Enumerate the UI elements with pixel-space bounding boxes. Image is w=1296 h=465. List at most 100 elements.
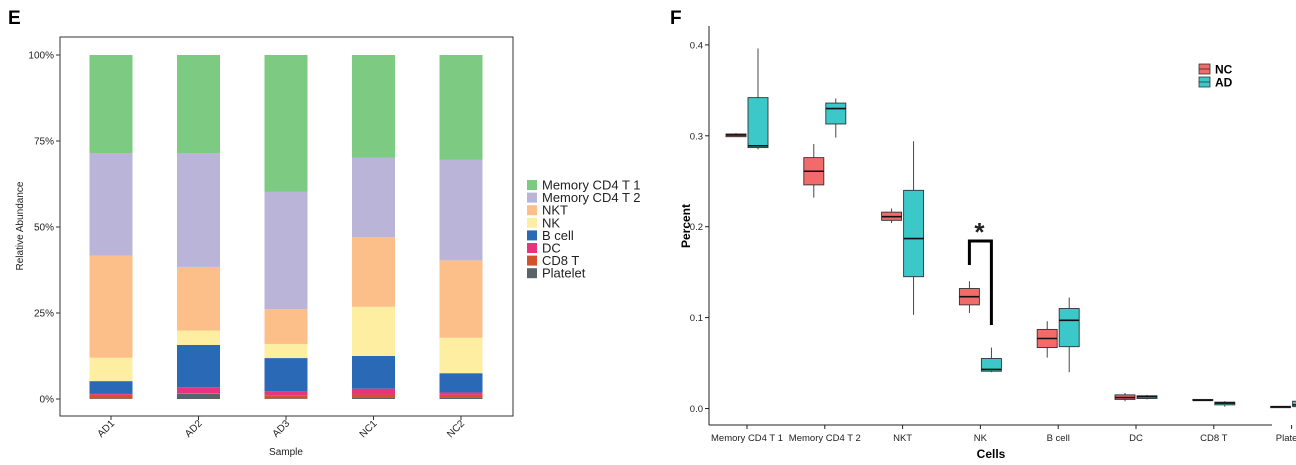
e-bar-dc-ad1 [89, 393, 133, 395]
e-x-tick-label: NC1 [358, 418, 380, 440]
e-bar-platelet-ad2 [177, 393, 220, 399]
f-box-nc-nk [958, 281, 980, 314]
e-x-axis-title: Sample [269, 447, 303, 458]
e-y-tick-label: 0% [40, 395, 55, 406]
f-box-nc-cd8-t [1192, 398, 1214, 402]
e-bar-nkt-nc2 [439, 260, 483, 338]
e-bar-platelet-nc2 [439, 397, 483, 399]
e-bar-memory-cd4-t-1-ad3 [264, 55, 308, 192]
f-y-tick-label: 0.4 [690, 40, 703, 51]
e-bar-nk-ad2 [177, 330, 220, 345]
e-bar-nkt-ad3 [264, 309, 308, 344]
e-y-tick-label: 100% [28, 51, 54, 62]
f-boxes [725, 48, 1296, 409]
e-bar-memory-cd4-t-1-nc2 [439, 55, 483, 160]
f-box-body [1292, 400, 1296, 408]
e-x-tick-label: AD2 [183, 418, 205, 440]
e-bar-memory-cd4-t-2-nc1 [352, 157, 395, 238]
e-bar-nkt-ad2 [177, 266, 220, 331]
e-legend-swatch-nk [527, 217, 537, 228]
e-legend-label-platelet: Platelet [542, 266, 586, 281]
f-y-tick-label: 0.1 [690, 313, 703, 324]
f-box-nc-dc [1114, 393, 1136, 402]
e-bar-nk-nc2 [439, 337, 483, 374]
e-bar-memory-cd4-t-2-ad3 [264, 191, 308, 310]
f-box-nc-memory-cd4-t-2 [803, 143, 825, 198]
f-y-tick-label: 0.2 [690, 222, 703, 233]
f-x-axis-title: Cells [977, 447, 1006, 461]
f-x-tick-label: CD8 T [1200, 433, 1227, 444]
f-box-nc-memory-cd4-t-1 [725, 133, 747, 138]
e-bar-memory-cd4-t-2-ad2 [177, 153, 220, 267]
f-box-body [1058, 308, 1080, 348]
e-bar-nk-ad1 [89, 357, 133, 382]
panel-e-stacked-bar-chart: 0% 25% 50% 75% 100% AD1 AD2 AD3 NC1 NC2 Sample R… [15, 36, 641, 458]
e-y-tick-label: 75% [34, 137, 54, 148]
f-box-ad-nkt [903, 141, 925, 315]
f-box-ad-cd8-t [1214, 401, 1236, 407]
panel-e-label: E [8, 8, 21, 29]
f-x-tick-label: Memory CD4 T 1 [711, 433, 783, 444]
e-bar-platelet-ad1 [89, 398, 133, 399]
f-y-tick-label: 0.3 [690, 131, 703, 142]
e-legend-swatch-memory-cd4-t-1 [527, 180, 537, 190]
e-bar-memory-cd4-t-1-ad1 [89, 55, 133, 154]
f-box-body [980, 358, 1002, 372]
e-legend-label-nkt: NKT [542, 203, 568, 218]
e-legend-label-memory-cd4-t-1: Memory CD4 T 1 [542, 178, 641, 193]
e-y-tick-label: 50% [34, 223, 54, 234]
f-x-tick-label: NK [974, 433, 988, 444]
e-y-axis: 0% 25% 50% 75% 100% [28, 51, 60, 406]
f-x-tick-label: DC [1129, 433, 1143, 444]
f-significance-annotation: * [967, 217, 993, 325]
f-box-body [747, 97, 769, 149]
f-significance-star: * [974, 217, 985, 247]
f-x-tick-label: B cell [1047, 433, 1070, 444]
f-y-tick-label: 0.0 [690, 404, 703, 415]
e-bar-dc-nc2 [439, 392, 483, 395]
e-x-tick-label: NC2 [445, 418, 467, 440]
e-bar-cd8-t-ad1 [89, 394, 133, 399]
e-bar-b-cell-nc2 [439, 373, 483, 393]
e-x-tick-label: AD1 [96, 418, 118, 440]
e-bar-memory-cd4-t-1-ad2 [177, 55, 220, 154]
f-x-axis: Memory CD4 T 1 Memory CD4 T 2 NKT NK B cell D… [711, 425, 1296, 444]
f-x-tick-label: Platelet [1276, 433, 1296, 444]
e-bar-b-cell-nc1 [352, 356, 395, 389]
e-bar-dc-ad3 [264, 391, 308, 396]
e-legend-swatch-platelet [527, 268, 537, 279]
e-bar-platelet-ad3 [264, 398, 308, 399]
e-bar-cd8-t-ad3 [264, 395, 308, 399]
e-legend-label-cd8-t: CD8 T [542, 253, 579, 268]
e-bar-memory-cd4-t-2-ad1 [89, 153, 133, 256]
e-bar-platelet-nc1 [352, 397, 395, 399]
f-y-axis: 0.0 0.1 0.2 0.3 0.4 [690, 40, 709, 415]
f-box-nc-platelet [1270, 405, 1292, 409]
f-y-axis-title: Percent [679, 204, 693, 248]
e-bar-dc-ad2 [177, 387, 220, 394]
e-bar-cd8-t-nc2 [439, 394, 483, 398]
e-x-axis: AD1 AD2 AD3 NC1 NC2 [96, 416, 467, 440]
e-legend-swatch-b-cell [527, 230, 537, 241]
e-x-tick-label: AD3 [271, 418, 293, 440]
e-y-axis-title: Relative Abundance [15, 181, 26, 270]
f-x-tick-label: Memory CD4 T 2 [789, 433, 861, 444]
e-y-tick-label: 25% [34, 309, 54, 320]
e-bar-nkt-nc1 [352, 237, 395, 307]
panel-f-boxplot-chart: 0.00.10.20.30.4 Memory CD4 T 1 Memory CD4… [679, 26, 1296, 461]
e-legend-label-memory-cd4-t-2: Memory CD4 T 2 [542, 190, 641, 205]
e-bar-nk-nc1 [352, 306, 395, 356]
e-legend-swatch-memory-cd4-t-2 [527, 192, 537, 203]
e-bar-nkt-ad1 [89, 255, 133, 358]
f-box-ad-nk [980, 347, 1002, 373]
f-box-ad-dc [1136, 394, 1158, 400]
f-x-tick-label: NKT [893, 433, 912, 444]
f-box-ad-memory-cd4-t-2 [825, 98, 847, 138]
e-bar-cd8-t-nc1 [352, 394, 395, 398]
panel-f-label: F [670, 8, 682, 29]
e-legend-label-b-cell: B cell [542, 228, 574, 243]
f-box-ad-platelet [1292, 400, 1296, 408]
e-legend-swatch-cd8-t [527, 255, 537, 266]
